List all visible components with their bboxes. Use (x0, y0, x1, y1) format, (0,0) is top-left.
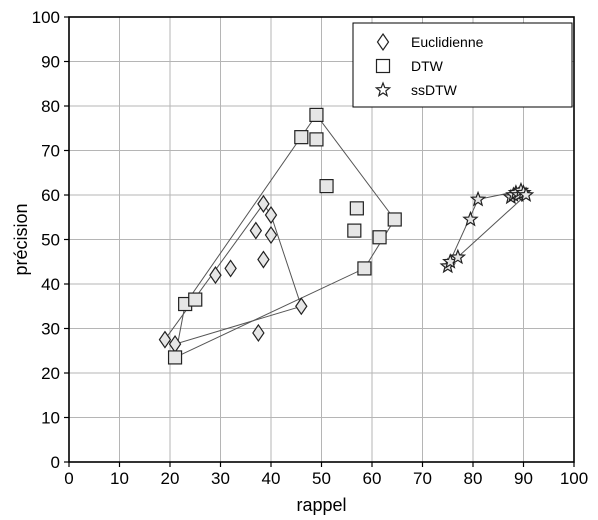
y-tick-label: 100 (32, 8, 60, 27)
legend-marker-star (374, 81, 392, 98)
diamond-point (158, 330, 172, 349)
legend-label: Euclidienne (411, 34, 484, 50)
hull-dtw (174, 114, 396, 358)
x-tick-label: 30 (211, 469, 230, 488)
y-tick-label: 30 (41, 320, 60, 339)
y-tick-label: 10 (41, 409, 60, 428)
legend-marker-diamond (376, 32, 390, 52)
x-tick-label: 0 (64, 469, 73, 488)
diamond-point (224, 259, 237, 278)
diamond-point (257, 194, 270, 213)
star-point (469, 190, 487, 207)
square-point (387, 212, 402, 227)
x-tick-label: 20 (161, 469, 180, 488)
x-tick-label: 40 (262, 469, 281, 488)
x-tick-label: 80 (464, 469, 483, 488)
x-tick-label: 10 (110, 469, 129, 488)
square-point (349, 201, 364, 216)
x-tick-label: 100 (560, 469, 588, 488)
diamond-point (209, 266, 222, 285)
square-point (294, 130, 309, 145)
y-tick-label: 80 (41, 97, 60, 116)
star-point (462, 210, 479, 227)
legend-label: ssDTW (411, 82, 458, 98)
x-axis-label: rappel (296, 495, 346, 515)
star-point (449, 248, 467, 265)
legend-marker-square (375, 58, 391, 74)
tick-labels: 0 10 20 30 40 50 60 70 80 90 100 0 10 20 30 40 50 60 70 80 9… (32, 8, 589, 488)
x-tick-label: 50 (312, 469, 331, 488)
y-tick-label: 20 (41, 364, 60, 383)
diamond-point (264, 205, 278, 225)
y-tick-label: 70 (41, 142, 60, 161)
series-markers (158, 107, 535, 365)
y-tick-label: 40 (41, 275, 60, 294)
legend: Euclidienne DTW ssDTW (352, 22, 573, 108)
square-point (347, 223, 362, 238)
legend-label: DTW (411, 58, 444, 74)
series-hulls (164, 114, 527, 358)
diamond-point (264, 225, 278, 245)
y-tick-label: 90 (41, 53, 60, 72)
square-point (188, 292, 203, 307)
square-point (167, 350, 183, 365)
star-point (517, 186, 535, 203)
diamond-point (252, 323, 265, 343)
x-tick-label: 90 (514, 469, 533, 488)
square-point (357, 261, 372, 276)
x-tick-label: 60 (363, 469, 382, 488)
x-tick-label: 70 (413, 469, 432, 488)
square-point (319, 179, 334, 194)
legend-items: Euclidienne DTW ssDTW (374, 32, 484, 98)
y-axis-label: précision (11, 203, 31, 275)
hull-euclidienne (164, 203, 302, 345)
diamond-point (249, 221, 263, 240)
square-point (309, 132, 324, 147)
y-tick-label: 50 (41, 231, 60, 250)
y-tick-label: 60 (41, 186, 60, 205)
diamond-point (295, 297, 308, 316)
square-point (372, 230, 387, 245)
square-point (309, 107, 324, 123)
diamond-point (257, 250, 270, 269)
y-tick-label: 0 (51, 453, 60, 472)
